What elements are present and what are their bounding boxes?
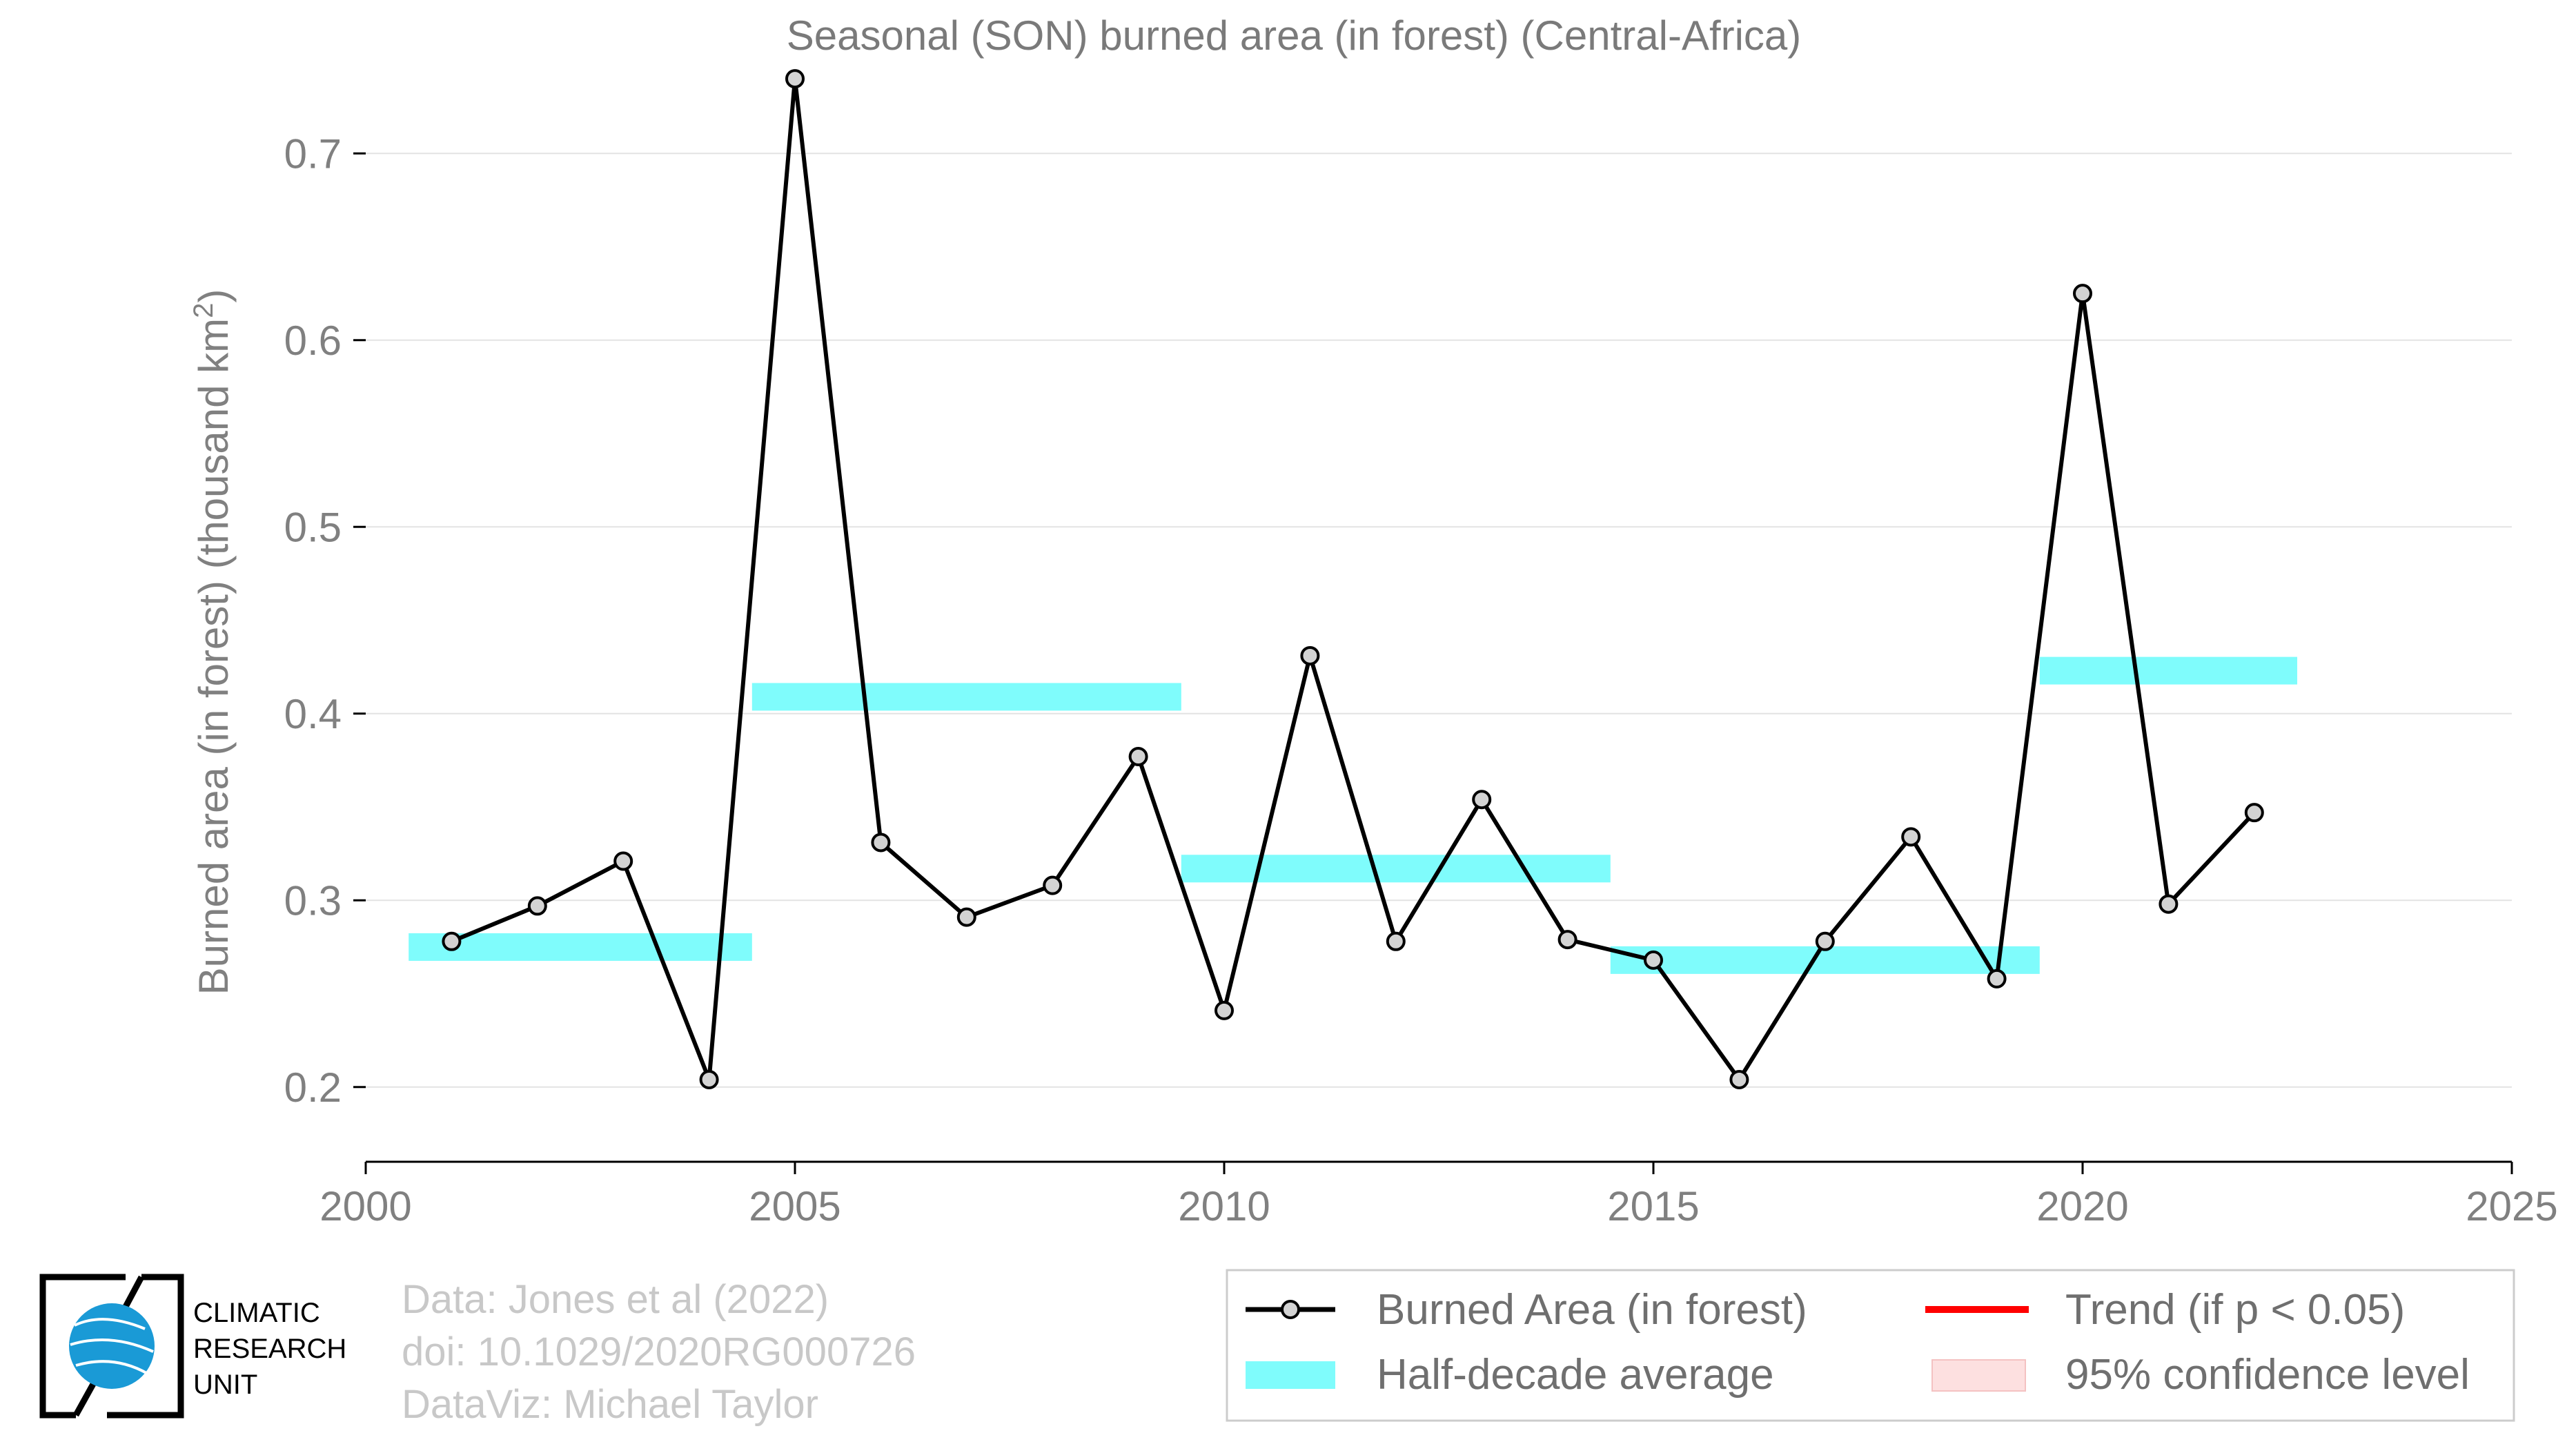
globe-swirl-1 — [74, 1318, 146, 1330]
data-point — [2073, 284, 2092, 304]
legend-symbol-burned-area-marker — [1281, 1300, 1300, 1319]
half-decade-average-bar — [2039, 656, 2297, 685]
x-tick-label: 2010 — [1178, 1183, 1270, 1229]
credit-doi: doi: 10.1029/2020RG000726 — [402, 1330, 916, 1374]
y-axis-ticks: 0.2 0.3 0.4 0.5 0.6 0.7 — [284, 130, 366, 1111]
globe-swirl-3 — [75, 1360, 148, 1375]
legend-label-trend: Trend (if p < 0.05) — [2065, 1286, 2405, 1334]
cru-logo: CLIMATIC RESEARCH UNIT — [39, 1274, 346, 1419]
data-point — [1215, 1000, 1234, 1020]
data-point — [1300, 645, 1320, 665]
data-point — [1386, 931, 1406, 951]
y-tick-label: 0.2 — [284, 1064, 342, 1111]
data-point — [527, 896, 547, 916]
y-axis-title-superscript: 2 — [188, 303, 219, 318]
credit-data-source: Data: Jones et al (2022) — [402, 1277, 829, 1322]
logo-text-research: RESEARCH — [193, 1334, 346, 1364]
logo-bracket-left — [39, 1274, 126, 1419]
y-tick-label: 0.5 — [284, 504, 342, 550]
logo-text-unit: UNIT — [193, 1370, 257, 1400]
data-point — [956, 907, 976, 927]
legend: Burned Area (in forest) Half-decade aver… — [1226, 1269, 2515, 1422]
data-point — [699, 1069, 719, 1089]
logo-bracket-right — [107, 1274, 184, 1419]
half-decade-average-bar — [751, 683, 1181, 711]
data-point — [1901, 827, 1921, 847]
data-point — [1987, 968, 2007, 989]
legend-symbol-confidence — [1931, 1359, 2026, 1392]
data-point — [1815, 931, 1835, 951]
x-tick-label: 2020 — [2036, 1183, 2128, 1229]
logo-slash-top — [123, 1275, 144, 1309]
y-axis-title-close: ) — [190, 289, 237, 303]
data-point — [1472, 790, 1492, 810]
x-tick-label: 2000 — [319, 1183, 411, 1229]
legend-label-burned-area: Burned Area (in forest) — [1377, 1286, 1807, 1334]
data-point — [2159, 894, 2179, 914]
x-tick-label: 2015 — [1607, 1183, 1699, 1229]
logo-text-climatic: CLIMATIC — [193, 1298, 320, 1328]
data-point — [613, 851, 633, 871]
legend-label-confidence: 95% confidence level — [2065, 1351, 2470, 1399]
half-decade-average-bars — [409, 656, 2297, 974]
data-point — [1644, 950, 1663, 970]
chart-title: Seasonal (SON) burned area (in forest) (… — [787, 12, 1802, 59]
legend-symbol-half-decade — [1246, 1361, 1335, 1389]
burned-area-line — [451, 77, 2256, 1082]
data-point — [1557, 930, 1577, 950]
data-point — [1128, 747, 1148, 767]
legend-frame — [1226, 1269, 2515, 1422]
globe-swirl-2 — [70, 1338, 154, 1353]
y-axis-title-main: Burned area (in forest) (thousand km — [190, 318, 237, 995]
data-point — [2244, 803, 2264, 823]
logo-slash-bottom — [73, 1382, 96, 1417]
credit-dataviz: DataViz: Michael Taylor — [402, 1382, 818, 1427]
data-point — [871, 832, 891, 853]
y-axis-title: Burned area (in forest) (thousand km2) — [188, 289, 237, 995]
data-point — [442, 931, 462, 951]
burned-area-series — [442, 69, 2264, 1089]
y-tick-label: 0.7 — [284, 130, 342, 177]
data-point — [785, 69, 805, 89]
legend-label-half-decade: Half-decade average — [1377, 1351, 1774, 1399]
x-tick-label: 2025 — [2466, 1183, 2557, 1229]
x-axis-ticks: 2000 2005 2010 2015 2020 2025 — [319, 1162, 2558, 1229]
y-tick-label: 0.6 — [284, 318, 342, 364]
y-tick-label: 0.4 — [284, 691, 342, 737]
half-decade-average-bar — [1181, 855, 1611, 883]
y-tick-label: 0.3 — [284, 877, 342, 924]
half-decade-average-bar — [409, 933, 752, 961]
data-point — [1729, 1069, 1749, 1089]
data-point — [1043, 875, 1063, 895]
x-tick-label: 2005 — [749, 1183, 840, 1229]
